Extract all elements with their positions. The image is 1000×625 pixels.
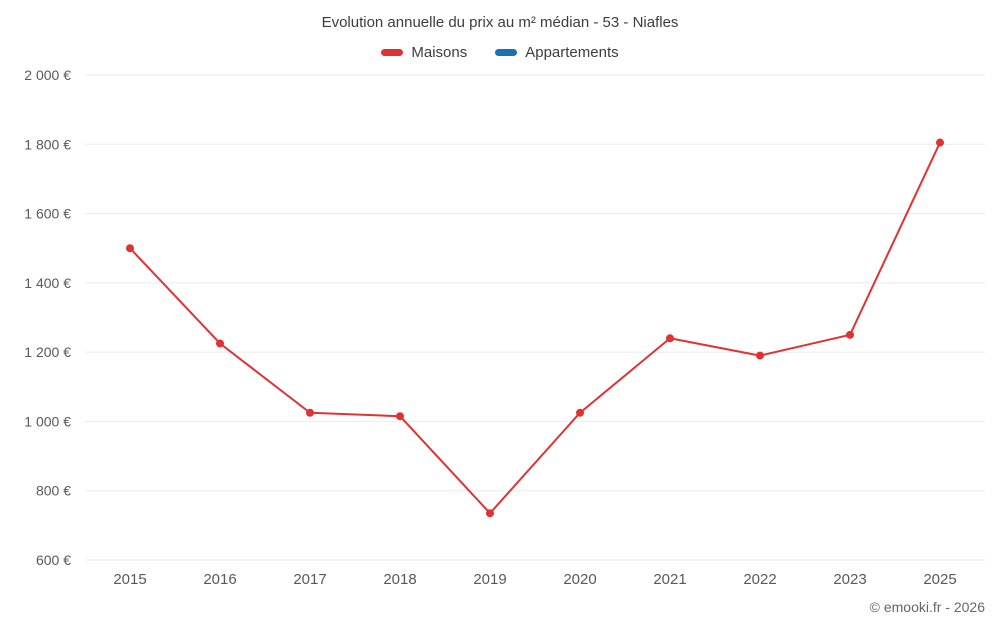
data-point-maisons[interactable] xyxy=(396,412,404,421)
x-tick-label: 2023 xyxy=(833,571,866,588)
x-tick-label: 2017 xyxy=(293,571,326,588)
data-point-maisons[interactable] xyxy=(306,408,314,417)
y-tick-label: 1 400 € xyxy=(24,275,71,291)
y-tick-label: 1 800 € xyxy=(24,136,71,152)
data-point-maisons[interactable] xyxy=(666,334,674,343)
x-tick-label: 2022 xyxy=(743,571,776,588)
y-tick-label: 600 € xyxy=(36,552,71,568)
legend-label-maisons: Maisons xyxy=(411,44,468,61)
maisons-swatch-icon xyxy=(381,49,404,56)
x-tick-label: 2025 xyxy=(923,571,956,588)
chart-title: Evolution annuelle du prix au m² médian … xyxy=(321,14,679,31)
y-tick-label: 800 € xyxy=(36,483,71,499)
x-tick-label: 2019 xyxy=(473,571,506,588)
copyright-footer: © emooki.fr - 2026 xyxy=(869,599,985,615)
y-tick-label: 2 000 € xyxy=(24,67,71,83)
x-tick-label: 2015 xyxy=(113,571,146,588)
series-line-maisons xyxy=(129,142,941,515)
data-point-maisons[interactable] xyxy=(936,138,944,147)
y-tick-label: 1 000 € xyxy=(24,413,71,429)
data-point-maisons[interactable] xyxy=(846,330,854,339)
y-tick-label: 1 600 € xyxy=(24,206,71,222)
data-point-maisons[interactable] xyxy=(216,339,224,348)
x-tick-label: 2021 xyxy=(653,571,686,588)
data-point-maisons[interactable] xyxy=(756,351,764,360)
legend-label-appartements: Appartements xyxy=(525,44,619,61)
appartements-swatch-icon xyxy=(495,49,518,56)
x-tick-label: 2018 xyxy=(383,571,416,588)
data-point-maisons[interactable] xyxy=(576,408,584,417)
y-tick-label: 1 200 € xyxy=(24,344,71,360)
legend-item-appartements[interactable]: Appartements xyxy=(495,44,619,61)
x-tick-label: 2020 xyxy=(563,571,596,588)
data-point-maisons[interactable] xyxy=(126,244,134,253)
data-point-maisons[interactable] xyxy=(486,509,494,518)
legend-item-maisons[interactable]: Maisons xyxy=(381,44,467,61)
x-tick-label: 2016 xyxy=(203,571,236,588)
chart-legend: Maisons Appartements xyxy=(0,44,1000,61)
